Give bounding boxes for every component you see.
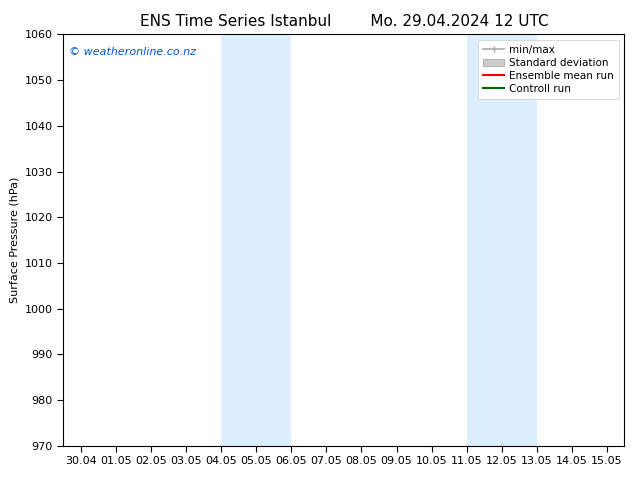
Y-axis label: Surface Pressure (hPa): Surface Pressure (hPa) [10, 177, 19, 303]
Legend: min/max, Standard deviation, Ensemble mean run, Controll run: min/max, Standard deviation, Ensemble me… [478, 40, 619, 99]
Bar [467, 34, 537, 446]
Bar [221, 34, 292, 446]
Title: ENS Time Series Istanbul        Mo. 29.04.2024 12 UTC: ENS Time Series Istanbul Mo. 29.04.2024 … [139, 14, 548, 29]
Text: © weatheronline.co.nz: © weatheronline.co.nz [69, 47, 196, 57]
